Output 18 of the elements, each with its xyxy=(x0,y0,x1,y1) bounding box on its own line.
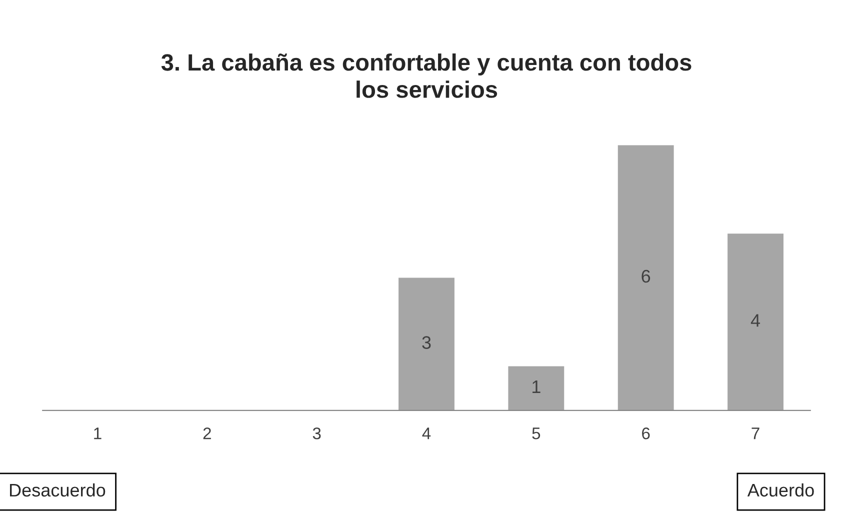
x-tick-label: 5 xyxy=(532,428,540,440)
x-tick-label: 1 xyxy=(94,428,102,440)
bar xyxy=(618,145,674,410)
x-tick-label: 3 xyxy=(312,428,321,440)
data-label: 6 xyxy=(642,270,650,283)
data-label: 1 xyxy=(532,380,540,393)
x-tick-label: 4 xyxy=(422,428,431,440)
data-label: 4 xyxy=(750,314,760,327)
text: Desacuerdo xyxy=(10,483,106,497)
bar xyxy=(728,234,784,410)
data-label: 3 xyxy=(422,336,431,349)
bar xyxy=(508,366,564,410)
x-tick-label: 2 xyxy=(203,428,211,440)
x-tick-label: 7 xyxy=(752,428,760,440)
text: Acuerdo xyxy=(747,483,814,497)
bar xyxy=(398,278,454,410)
x-tick-label: 6 xyxy=(642,428,650,440)
chart-title: 3. La cabaña es confortable y cuenta con todos los servicios xyxy=(161,53,692,98)
